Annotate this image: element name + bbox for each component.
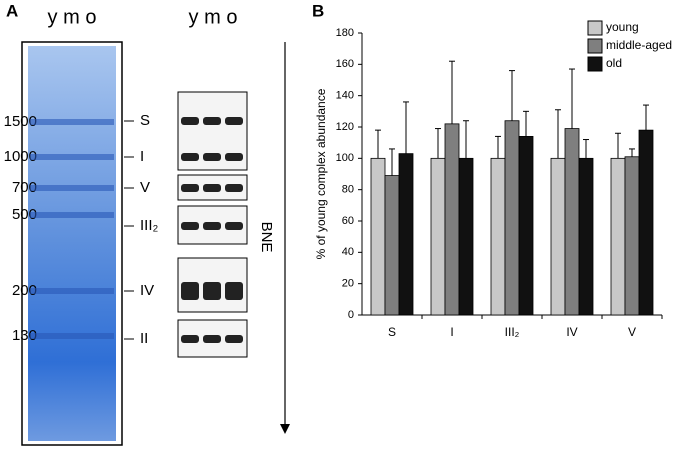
y-tick-label: 0 xyxy=(348,309,354,321)
gel-band xyxy=(30,288,114,294)
marker-label: 200 xyxy=(12,282,37,299)
y-tick-label: 80 xyxy=(342,184,354,196)
legend-label: middle-aged xyxy=(606,38,672,52)
blot-band xyxy=(181,282,199,300)
blot-band xyxy=(225,222,243,230)
marker-label: 1000 xyxy=(4,148,37,165)
gel xyxy=(28,46,116,441)
gel-band xyxy=(30,185,114,191)
complex-label: V xyxy=(140,179,150,196)
complex-label: I xyxy=(140,148,144,165)
bar xyxy=(564,128,580,316)
lane-labels: y m o xyxy=(48,6,97,28)
gel-band xyxy=(30,154,114,160)
arrow-label: BNE xyxy=(258,222,275,253)
bar xyxy=(490,157,506,316)
x-tick-label: I xyxy=(450,325,453,339)
blot-band xyxy=(181,335,199,343)
legend-label: old xyxy=(606,56,622,70)
gel-band xyxy=(30,119,114,125)
blot-band xyxy=(225,117,243,125)
bar xyxy=(458,157,474,316)
gel-band xyxy=(30,333,114,339)
bar xyxy=(430,157,446,316)
y-tick-label: 20 xyxy=(342,278,354,290)
panel-label: B xyxy=(312,1,324,20)
blot-band xyxy=(225,335,243,343)
bar xyxy=(504,120,520,316)
bar xyxy=(384,175,400,316)
gel-band xyxy=(30,212,114,218)
y-axis-label: % of young complex abundance xyxy=(314,88,328,259)
y-tick-label: 100 xyxy=(336,152,354,164)
bar xyxy=(550,157,566,316)
blot-band xyxy=(203,153,221,161)
legend-swatch xyxy=(587,38,603,54)
bar xyxy=(370,157,386,316)
complex-label: III₂ xyxy=(140,217,159,234)
blot-band xyxy=(225,153,243,161)
legend-label: young xyxy=(606,20,639,34)
blot-band xyxy=(203,222,221,230)
bar xyxy=(610,157,626,316)
y-tick-label: 120 xyxy=(336,121,354,133)
x-tick-label: IV xyxy=(566,325,577,339)
marker-label: 1500 xyxy=(4,113,37,130)
y-tick-label: 60 xyxy=(342,215,354,227)
arrow-head xyxy=(280,424,290,434)
bar xyxy=(444,123,460,316)
marker-label: 500 xyxy=(12,206,37,223)
bar xyxy=(638,129,654,316)
y-tick-label: 40 xyxy=(342,246,354,258)
blot-band xyxy=(181,184,199,192)
complex-label: II xyxy=(140,330,148,347)
legend-swatch xyxy=(587,56,603,72)
bar xyxy=(398,153,414,316)
bar xyxy=(578,157,594,316)
y-tick-label: 160 xyxy=(336,58,354,70)
blot-band xyxy=(203,282,221,300)
panel-label: A xyxy=(6,1,18,20)
marker-label: 130 xyxy=(12,327,37,344)
complex-label: S xyxy=(140,112,150,129)
blot-band xyxy=(203,335,221,343)
lane-labels: y m o xyxy=(189,6,238,28)
complex-label: IV xyxy=(140,282,154,299)
blot-band xyxy=(203,184,221,192)
bar xyxy=(518,135,534,316)
y-tick-label: 140 xyxy=(336,90,354,102)
x-tick-label: S xyxy=(388,325,396,339)
marker-label: 700 xyxy=(12,179,37,196)
blot-band xyxy=(181,222,199,230)
y-tick-label: 180 xyxy=(336,27,354,39)
blot-band xyxy=(181,153,199,161)
legend-swatch xyxy=(587,20,603,36)
blot-band xyxy=(203,117,221,125)
blot-band xyxy=(225,184,243,192)
x-tick-label: III₂ xyxy=(505,325,520,339)
bar xyxy=(624,156,640,316)
blot-band xyxy=(181,117,199,125)
blot-band xyxy=(225,282,243,300)
x-tick-label: V xyxy=(628,325,636,339)
